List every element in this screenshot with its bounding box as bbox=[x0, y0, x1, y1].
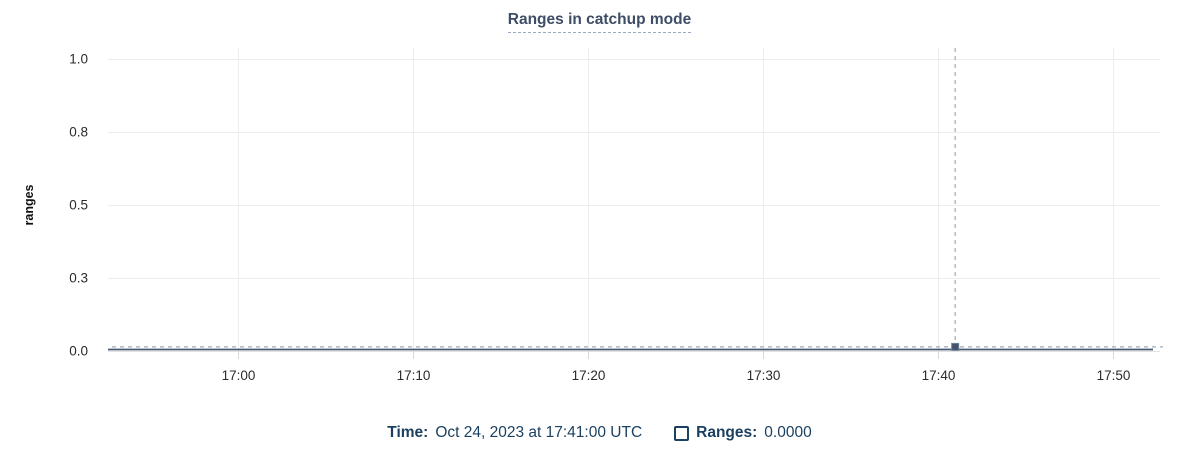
x-tick-label: 17:10 bbox=[397, 368, 431, 383]
y-tick-label: 0.3 bbox=[69, 271, 88, 286]
y-tick-label: 0.8 bbox=[69, 125, 88, 140]
cursor-point-marker bbox=[951, 342, 960, 351]
y-tick-label: 0.5 bbox=[69, 198, 88, 213]
y-axis-label: ranges bbox=[22, 184, 36, 225]
ranges-value: 0.0000 bbox=[764, 424, 812, 441]
time-value: Oct 24, 2023 at 17:41:00 UTC bbox=[435, 424, 643, 441]
line-chart-plot-area[interactable]: 17:00 17:10 17:20 17:30 17:40 17:50 0.0 0.3 0.5 0… bbox=[0, 0, 1199, 400]
x-tick-label: 17:20 bbox=[572, 368, 606, 383]
ranges-label: Ranges: bbox=[696, 424, 758, 441]
y-tick-label: 0.0 bbox=[69, 344, 88, 359]
y-tick-label: 1.0 bbox=[69, 52, 88, 67]
x-tick-label: 17:40 bbox=[922, 368, 956, 383]
x-tick-label: 17:50 bbox=[1097, 368, 1131, 383]
ranges-series-checkbox[interactable] bbox=[674, 425, 690, 441]
time-label: Time: bbox=[387, 424, 429, 441]
x-tick-label: 17:00 bbox=[222, 368, 256, 383]
chart-header: Ranges in catchup mode bbox=[0, 11, 1199, 33]
chart-title-link[interactable]: Ranges in catchup mode bbox=[507, 11, 692, 33]
x-tick-label: 17:30 bbox=[747, 368, 781, 383]
hover-tooltip-legend: Time: Oct 24, 2023 at 17:41:00 UTC Range… bbox=[0, 421, 1199, 445]
